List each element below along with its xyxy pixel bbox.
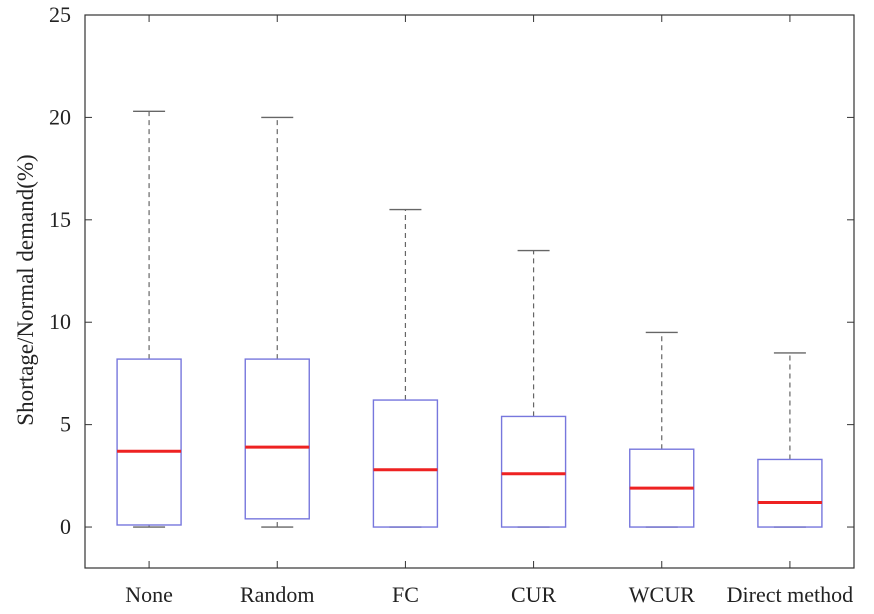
iqr-box bbox=[757, 458, 823, 528]
box-direct-method bbox=[757, 352, 823, 528]
box-fc bbox=[372, 208, 439, 528]
plot-area-frame bbox=[84, 14, 855, 569]
boxes-group bbox=[116, 110, 823, 528]
y-tick-label: 10 bbox=[49, 309, 71, 334]
y-tick-label: 15 bbox=[49, 207, 71, 232]
iqr-box bbox=[500, 415, 567, 528]
x-tick-label: Direct method bbox=[727, 582, 853, 607]
x-tick-label: CUR bbox=[511, 582, 557, 607]
y-axis: 0 5 10 15 20 25 bbox=[49, 2, 854, 539]
box-wcur bbox=[629, 331, 695, 528]
box-none bbox=[116, 110, 182, 528]
x-axis: None Random FC CUR WCUR Direct method bbox=[125, 15, 853, 607]
x-tick-label: WCUR bbox=[629, 582, 695, 607]
y-tick-label: 20 bbox=[49, 104, 71, 129]
box-cur bbox=[500, 249, 567, 528]
iqr-box bbox=[116, 358, 182, 526]
iqr-box bbox=[372, 399, 439, 528]
x-tick-label: Random bbox=[240, 582, 315, 607]
box-random bbox=[244, 116, 310, 528]
x-tick-label: FC bbox=[392, 582, 419, 607]
y-tick-label: 0 bbox=[60, 514, 71, 539]
y-axis-label: Shortage/Normal demand(%) bbox=[13, 154, 38, 425]
y-tick-label: 25 bbox=[49, 2, 71, 27]
x-tick-label: None bbox=[125, 582, 173, 607]
y-tick-label: 5 bbox=[60, 412, 71, 437]
iqr-box bbox=[244, 358, 310, 520]
